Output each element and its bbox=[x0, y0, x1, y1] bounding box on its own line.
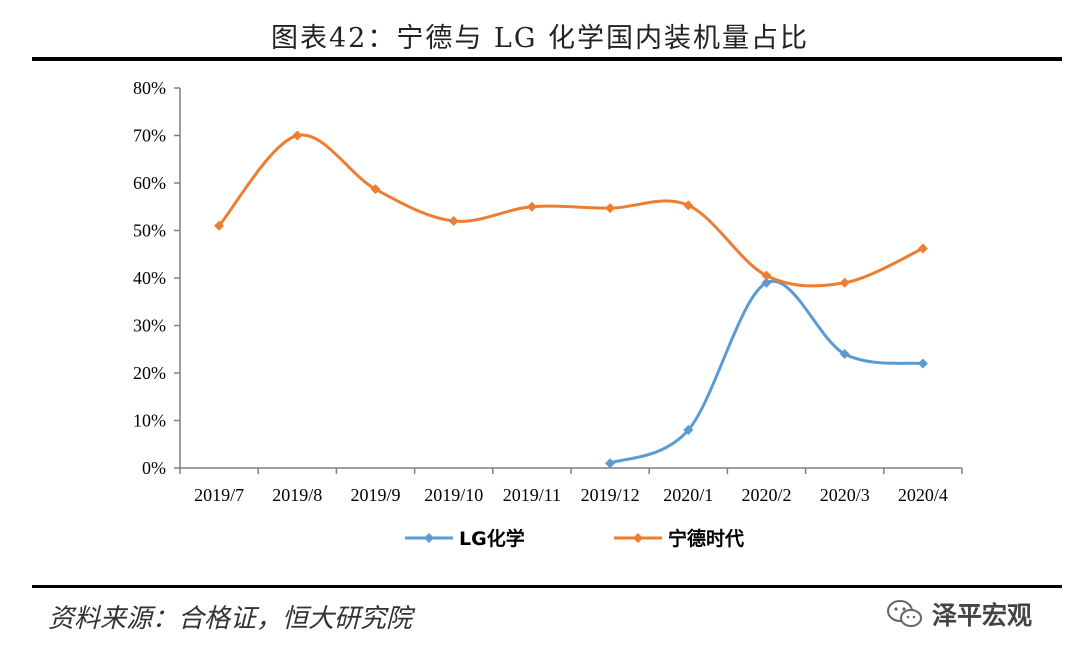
x-tick-label: 2020/1 bbox=[663, 485, 713, 505]
data-point bbox=[370, 184, 381, 195]
data-point bbox=[761, 277, 772, 288]
y-tick-label: 70% bbox=[133, 126, 166, 146]
series-lines bbox=[217, 133, 925, 465]
data-point bbox=[917, 358, 928, 369]
x-tick-label: 2019/10 bbox=[424, 485, 483, 505]
chart-legend: LG化学 宁德时代 bbox=[405, 527, 744, 550]
y-tick-label: 30% bbox=[133, 316, 166, 336]
data-point bbox=[839, 349, 850, 359]
data-point bbox=[526, 201, 537, 212]
series-line-1 bbox=[608, 279, 925, 465]
x-tick-label: 2019/8 bbox=[272, 485, 322, 505]
x-tick-label: 2020/3 bbox=[820, 485, 870, 505]
x-tick-label: 2020/4 bbox=[898, 485, 948, 505]
line-chart: 0% 10% 20% 30% 40% 50% 60% 70% 80% 2019/7 2019/8 20… bbox=[133, 78, 963, 550]
data-point bbox=[683, 425, 694, 435]
legend-label: LG化学 bbox=[459, 527, 525, 550]
x-tick-label: 2019/11 bbox=[503, 485, 561, 505]
data-point bbox=[605, 203, 616, 214]
x-tick-label: 2019/9 bbox=[350, 485, 400, 505]
watermark: 泽平宏观 bbox=[886, 596, 1032, 632]
y-tick-label: 40% bbox=[133, 268, 166, 288]
x-tick-label: 2019/12 bbox=[581, 485, 640, 505]
data-point bbox=[448, 216, 459, 226]
y-tick-label: 60% bbox=[133, 173, 166, 193]
legend-swatch-marker bbox=[633, 533, 643, 543]
legend-swatch-marker bbox=[424, 533, 434, 543]
y-tick-label: 50% bbox=[133, 221, 166, 241]
legend-label: 宁德时代 bbox=[668, 527, 744, 550]
y-tick-label: 20% bbox=[133, 363, 166, 383]
series-points bbox=[214, 130, 928, 469]
series-line-2 bbox=[217, 133, 925, 288]
wechat-icon bbox=[887, 600, 922, 627]
chart-axes: 0% 10% 20% 30% 40% 50% 60% 70% 80% 2019/7 2019/8 20… bbox=[133, 78, 963, 505]
y-tick-label: 0% bbox=[142, 458, 166, 478]
watermark-label: 泽平宏观 bbox=[932, 601, 1033, 630]
data-point bbox=[761, 270, 772, 281]
y-tick-label: 10% bbox=[133, 411, 166, 431]
data-point bbox=[683, 200, 694, 211]
chart-title: 图表42：宁德与 LG 化学国内装机量占比 bbox=[270, 23, 810, 54]
x-tick-label: 2020/2 bbox=[741, 485, 791, 505]
data-point bbox=[839, 277, 850, 288]
data-point bbox=[214, 220, 225, 231]
source-note: 资料来源：合格证，恒大研究院 bbox=[48, 604, 413, 634]
data-point bbox=[292, 130, 303, 141]
data-point bbox=[917, 243, 928, 254]
top-rule bbox=[32, 57, 1062, 61]
x-tick-label: 2019/7 bbox=[194, 485, 244, 505]
y-tick-label: 80% bbox=[133, 78, 166, 98]
bottom-rule bbox=[32, 585, 1062, 588]
data-point bbox=[605, 458, 616, 469]
